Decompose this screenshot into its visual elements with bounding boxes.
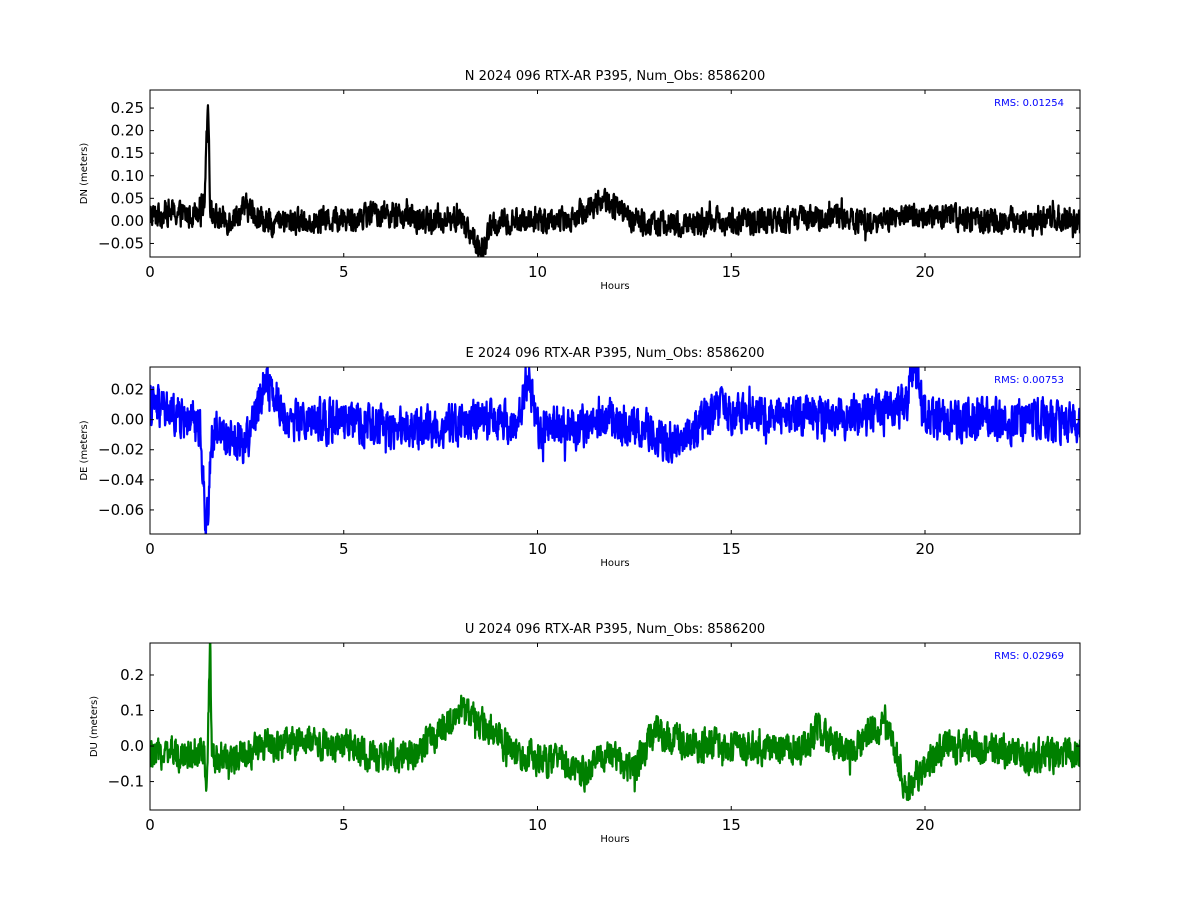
east-x-tick-label: 0 [145,540,155,558]
up-series-line [150,643,1080,802]
panel-north: N 2024 096 RTX-AR P395, Num_Obs: 8586200… [79,69,1081,292]
north-series-line [150,104,1080,257]
east-y-axis-label: DE (meters) [79,420,90,480]
north-y-tick-label: 0.25 [111,99,144,117]
east-x-axis-label: Hours [600,558,629,569]
north-y-axis-label: DN (meters) [79,143,90,205]
north-y-tick-label: 0.05 [111,189,144,207]
up-x-tick-label: 10 [528,816,547,834]
north-x-tick-label: 5 [339,263,349,281]
east-x-tick-label: 20 [915,540,934,558]
east-y-tick-label: 0.00 [111,411,144,429]
panel-up: U 2024 096 RTX-AR P395, Num_Obs: 8586200… [89,622,1081,845]
north-rms-annotation: RMS: 0.01254 [994,98,1064,109]
up-rms-annotation: RMS: 0.02969 [994,651,1064,662]
east-x-tick-label: 5 [339,540,349,558]
north-y-tick-label: 0.00 [111,212,144,230]
north-y-tick-label: 0.10 [111,167,144,185]
up-x-tick-label: 0 [145,816,155,834]
north-axes-frame [149,89,1081,258]
east-y-tick-label: −0.04 [98,471,144,489]
up-y-tick-label: 0.2 [120,666,144,684]
east-x-tick-label: 15 [722,540,741,558]
east-x-tick-label: 10 [528,540,547,558]
north-x-tick-label: 20 [915,263,934,281]
north-y-tick-label: 0.15 [111,144,144,162]
east-y-tick-label: −0.06 [98,501,144,519]
up-y-axis-label: DU (meters) [89,696,100,757]
east-y-tick-label: 0.02 [111,381,144,399]
north-x-tick-label: 0 [145,263,155,281]
east-chart-title: E 2024 096 RTX-AR P395, Num_Obs: 8586200 [466,346,765,361]
east-series-line [150,367,1080,534]
east-y-tick-label: −0.02 [98,441,144,459]
up-x-tick-label: 15 [722,816,741,834]
north-x-tick-label: 15 [722,263,741,281]
up-y-tick-label: −0.1 [108,773,144,791]
east-rms-annotation: RMS: 0.00753 [994,375,1064,386]
east-axes-frame [149,366,1081,535]
up-x-tick-label: 5 [339,816,349,834]
up-chart-title: U 2024 096 RTX-AR P395, Num_Obs: 8586200 [465,622,765,637]
north-chart-title: N 2024 096 RTX-AR P395, Num_Obs: 8586200 [465,69,765,84]
north-x-axis-label: Hours [600,281,629,292]
north-y-tick-label: 0.20 [111,122,144,140]
north-y-tick-label: −0.05 [98,234,144,252]
up-axes-frame [149,642,1081,811]
panel-east: E 2024 096 RTX-AR P395, Num_Obs: 8586200… [79,346,1081,569]
north-x-tick-label: 10 [528,263,547,281]
up-x-axis-label: Hours [600,834,629,845]
up-x-tick-label: 20 [915,816,934,834]
up-y-tick-label: 0.0 [120,737,144,755]
up-y-tick-label: 0.1 [120,702,144,720]
